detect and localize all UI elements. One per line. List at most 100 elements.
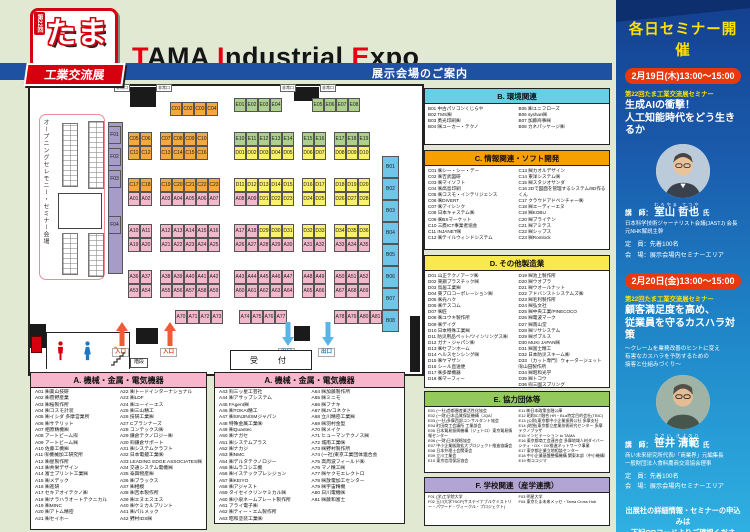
booth-C21: C21 xyxy=(184,178,196,192)
booth-F04: F04 xyxy=(108,216,121,234)
emergency-exit-label: 非常口 xyxy=(320,84,336,92)
emergency-exit-label: 非常口 xyxy=(280,84,296,92)
booth-C01: C01 xyxy=(170,102,182,116)
exhibitor-item: B08 カネパッケージ㈱ xyxy=(518,124,565,130)
booth-A21: A21 xyxy=(160,238,172,252)
exhibitor-item: A29 鎌倉テクノロジー㈱ xyxy=(119,434,173,440)
booth-block: A36 A37 A53 A54 xyxy=(128,270,152,298)
exhibitor-item: C03 ㈱マイソフト xyxy=(428,180,466,186)
booth-F01: F01 xyxy=(108,126,121,144)
booth-A38: A38 xyxy=(160,270,172,284)
booth-C16: C16 xyxy=(196,146,208,160)
exhibitor-item: E05 日本貿易振興機構（ジェトロ）東京貿易情報センター xyxy=(428,427,513,438)
exhibitor-item: F03 明星大学 xyxy=(518,494,543,499)
exhibitor-item: E11 ㈱日本政策金融公庫 xyxy=(518,408,563,413)
exhibitor-item: B02 TMS㈱ xyxy=(428,112,452,118)
exhibitor-item: A08 アートビーム㈲ xyxy=(35,434,79,440)
exhibitor-item: D14 ヘルスセンシング㈱ xyxy=(428,351,480,357)
category-box-B: B. 環境関連 B01 中古パソコンくじらや B02 TMS㈱ B03 勇光印刷㈱ B0… xyxy=(424,88,610,145)
booth-block: E17 E18 E19 D08 D09 D10 xyxy=(334,132,370,160)
booth-E18: E18 xyxy=(346,132,358,146)
category-C-title: C. 情報関連・ソフト開発 xyxy=(425,151,609,166)
booth-C09: C09 xyxy=(184,132,196,146)
booth-A43: A43 xyxy=(234,270,246,284)
booth-A31: A31 xyxy=(302,238,314,252)
exhibitor-item: E13 (公財)東京都中小企業振興公社 多摩支社 xyxy=(518,417,599,423)
exhibitor-item: A53 ㈱NMC xyxy=(219,453,245,459)
exhibitor-item: A45 FAgent㈱ xyxy=(219,402,249,408)
exhibitor-item: A16 ㈱進研 xyxy=(35,484,60,490)
exhibitor-item: A78 ㈱放電加工センター xyxy=(311,478,365,484)
booth-A25: A25 xyxy=(208,238,220,252)
exhibitor-item: A12 ㈱星製作所 xyxy=(35,459,69,465)
exhibitor-item: D33 〔カット専門〕ウォータージェット㈲山田製作所 xyxy=(518,357,602,369)
booth-A72: A72 xyxy=(199,310,211,324)
entrance-arrow-icon xyxy=(164,322,176,346)
booth-A22: A22 xyxy=(172,238,184,252)
booth-block: C05 C06 C11 C12 xyxy=(128,132,152,160)
exhibitor-item: E15 インビテーション to TAMA xyxy=(518,432,575,438)
booth-block: E10 E11 E12 E13 E14 D01 D02 D03 D04 D05 xyxy=(234,132,294,160)
logo-edition: 第22回 xyxy=(34,12,45,35)
session1-lecturer: 講 師： むろやま てつや 室山 哲也 氏 xyxy=(625,201,710,218)
exhibitor-item: A63 昭和塗装工業㈱ xyxy=(219,516,263,522)
booth-D19: D19 xyxy=(346,178,358,192)
wall-block xyxy=(294,326,310,341)
booth-C07: C07 xyxy=(160,132,172,146)
exhibitor-item: A17 セキアオイテクノ㈱ xyxy=(35,491,88,497)
booth-D27: D27 xyxy=(346,192,358,206)
booth-D04: D04 xyxy=(270,146,282,160)
session1-title: 生成AIの衝撃！ 人工知能時代をどう生きるか xyxy=(625,100,735,136)
booth-C06: C06 xyxy=(140,132,152,146)
exhibitor-item: A30 ㈲鎌倉サポート xyxy=(119,440,164,446)
booth-E14: E14 xyxy=(282,132,294,146)
emergency-exit-label: 非常口 xyxy=(156,84,172,92)
booth-A57: A57 xyxy=(184,284,196,298)
exhibitor-item: D02 東鋼プラスチック㈱ xyxy=(428,279,479,285)
booth-A23: A23 xyxy=(184,238,196,252)
booth-D20: D20 xyxy=(358,178,370,192)
category-box-C: C. 情報関連・ソフト開発 C01 ㈱シー・シー・デー C02 ㈱吉武図研 C03 ㈱… xyxy=(424,150,610,250)
ceremony-label: オープニングセレモニー・セミナー会場 xyxy=(42,119,48,245)
exhibitor-item: C05 ㈱コスモ・インテリジェンス xyxy=(428,192,498,198)
exhibitor-item: D26 ㈱電波マーク xyxy=(518,315,556,321)
session1-series: 第22回たま工業交流展セミナー xyxy=(625,91,714,98)
booth-A67: A67 xyxy=(334,284,346,298)
exhibitor-item: A64 ㈱加藤製作所 xyxy=(311,390,351,395)
booth-B07: B07 xyxy=(382,288,399,310)
logo-banner: 工業交流展 xyxy=(23,63,126,86)
entrance-label: 入口 xyxy=(160,348,178,358)
exhibitor-item: C22 ㈱シップス xyxy=(518,228,552,234)
booth-A50: A50 xyxy=(334,270,346,284)
category-E-title: E. 協力団体等 xyxy=(425,392,609,407)
session2-meta: 定 員：先着100名 会 場：展示会場内セミナーエリア xyxy=(625,472,724,491)
speaker2-photo xyxy=(656,375,710,430)
exhibitor-item: D16 シール直送便 xyxy=(428,363,466,369)
booth-C19: C19 xyxy=(160,178,172,192)
booth-D14: D14 xyxy=(270,178,282,192)
booth-block: A50 A51 A52 A67 A68 A69 xyxy=(334,270,370,298)
booth-block: D18 D19 D20 D26 D27 D28 xyxy=(334,178,370,206)
exhibitor-item: C18 ㈱エーディーエヌ xyxy=(518,204,565,210)
booth-A26: A26 xyxy=(234,238,246,252)
exhibitor-item: A67 ㈱JVコネクト xyxy=(311,408,351,414)
exhibitor-item: E02 (一財)日本品質保証機構（JQA） xyxy=(428,412,495,418)
booth-block: F01 xyxy=(108,126,121,144)
booth-C20: C20 xyxy=(172,178,184,192)
exhibitor-item: D32 日本防災スキーム㈱ xyxy=(518,351,570,357)
booth-A61: A61 xyxy=(246,284,258,298)
exhibitor-item: D07 ㈱匠 xyxy=(428,309,447,315)
session2-date-badge: 2月20日(金)13:00～15:00 xyxy=(625,273,741,290)
exhibitor-item: B04 ㈱ユーカー・テクノ xyxy=(428,124,479,130)
exhibitor-item: D03 鳥居工業㈱ xyxy=(428,285,461,291)
exhibitor-item: D23 ㈱毛利製作所 xyxy=(518,297,556,303)
booth-A66: A66 xyxy=(314,284,326,298)
booth-A36: A36 xyxy=(128,270,140,284)
exhibitor-item: A19 ㈱MINC xyxy=(35,503,62,509)
booth-A46: A46 xyxy=(270,270,282,284)
booth-block: F02 xyxy=(108,148,121,166)
booth-C04: C04 xyxy=(206,102,218,116)
booth-A18: A18 xyxy=(246,224,258,238)
exhibitor-item: B05 ㈱ユニフローズ xyxy=(518,106,560,111)
exhibitor-item: A34 交通システム電機㈱ xyxy=(119,465,173,471)
